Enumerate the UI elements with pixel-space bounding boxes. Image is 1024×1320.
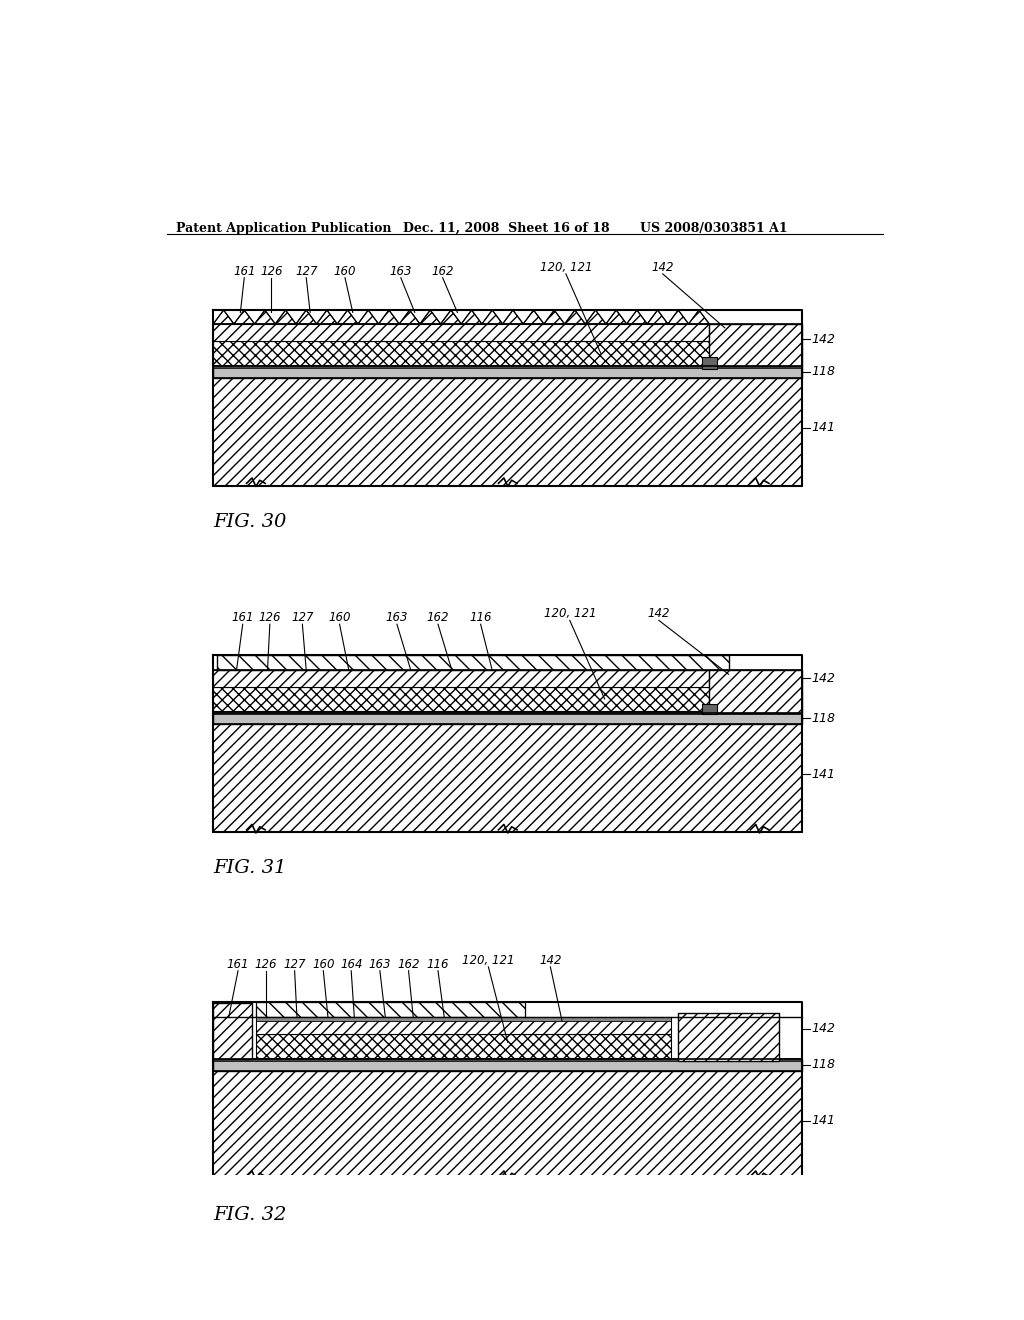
Bar	[213, 1003, 252, 1059]
Text: 142: 142	[812, 672, 836, 685]
Polygon shape	[503, 310, 523, 323]
Text: 120, 121: 120, 121	[462, 954, 515, 966]
Bar	[256, 1002, 525, 1016]
Bar	[217, 655, 729, 671]
Polygon shape	[296, 310, 316, 323]
Text: 160: 160	[329, 611, 351, 624]
Polygon shape	[275, 310, 296, 323]
Bar	[213, 367, 802, 378]
Bar	[710, 671, 802, 713]
Text: 141: 141	[812, 768, 836, 781]
Text: Patent Application Publication: Patent Application Publication	[176, 222, 391, 235]
Text: 116: 116	[469, 611, 492, 624]
Polygon shape	[440, 310, 461, 323]
Polygon shape	[482, 310, 503, 323]
Text: FIG. 31: FIG. 31	[213, 859, 287, 876]
Polygon shape	[358, 310, 379, 323]
Text: 118: 118	[812, 366, 836, 379]
Polygon shape	[586, 310, 606, 323]
Text: 163: 163	[369, 958, 391, 970]
Polygon shape	[255, 310, 275, 323]
Text: 141: 141	[812, 421, 836, 434]
Text: 161: 161	[226, 958, 249, 970]
Bar	[213, 671, 710, 688]
Bar	[710, 323, 802, 367]
Bar	[213, 323, 710, 341]
Text: FIG. 32: FIG. 32	[213, 1205, 287, 1224]
Bar	[701, 704, 717, 714]
Polygon shape	[627, 310, 647, 323]
Text: 163: 163	[386, 611, 409, 624]
Polygon shape	[379, 310, 399, 323]
Text: 126: 126	[255, 958, 278, 970]
Text: Dec. 11, 2008  Sheet 16 of 18: Dec. 11, 2008 Sheet 16 of 18	[403, 222, 609, 235]
Text: 127: 127	[284, 958, 306, 970]
Text: 141: 141	[812, 1114, 836, 1127]
Text: 126: 126	[260, 265, 283, 277]
Bar	[213, 725, 802, 832]
Polygon shape	[399, 310, 420, 323]
Text: 163: 163	[389, 265, 412, 277]
Bar	[213, 713, 802, 725]
Polygon shape	[337, 310, 358, 323]
Bar	[256, 1010, 442, 1016]
Bar	[213, 688, 710, 711]
Polygon shape	[461, 310, 482, 323]
Polygon shape	[233, 310, 255, 323]
Text: 127: 127	[291, 611, 313, 624]
Polygon shape	[647, 310, 668, 323]
Text: 162: 162	[427, 611, 450, 624]
Bar	[256, 1034, 671, 1057]
Bar	[213, 341, 710, 367]
Text: 142: 142	[539, 954, 561, 966]
Polygon shape	[213, 310, 233, 323]
Text: FIG. 30: FIG. 30	[213, 512, 287, 531]
Bar	[213, 378, 802, 486]
Text: 142: 142	[812, 1022, 836, 1035]
Text: 162: 162	[431, 265, 454, 277]
Text: 120, 121: 120, 121	[544, 607, 596, 620]
Polygon shape	[668, 310, 688, 323]
Text: 142: 142	[812, 333, 836, 346]
Bar	[256, 1016, 671, 1020]
Text: 161: 161	[231, 611, 254, 624]
Text: 120, 121: 120, 121	[540, 261, 592, 275]
Bar	[213, 1059, 802, 1071]
Polygon shape	[564, 310, 586, 323]
Text: 164: 164	[340, 958, 362, 970]
Bar	[213, 364, 802, 368]
Polygon shape	[316, 310, 337, 323]
Polygon shape	[523, 310, 544, 323]
Polygon shape	[544, 310, 564, 323]
Text: 142: 142	[651, 261, 674, 275]
Text: 142: 142	[647, 607, 670, 620]
Text: 160: 160	[312, 958, 335, 970]
Text: US 2008/0303851 A1: US 2008/0303851 A1	[640, 222, 787, 235]
Text: 160: 160	[334, 265, 356, 277]
Bar	[678, 1014, 779, 1061]
Polygon shape	[420, 310, 440, 323]
Text: 161: 161	[233, 265, 256, 277]
Polygon shape	[606, 310, 627, 323]
Text: 127: 127	[295, 265, 317, 277]
Bar	[701, 358, 717, 368]
Bar	[213, 711, 802, 714]
Text: 126: 126	[259, 611, 281, 624]
Bar	[256, 1016, 671, 1034]
Bar	[213, 1071, 802, 1179]
Bar	[213, 1057, 802, 1061]
Text: 116: 116	[427, 958, 450, 970]
Text: 118: 118	[812, 711, 836, 725]
Polygon shape	[688, 310, 710, 323]
Text: 162: 162	[397, 958, 420, 970]
Text: 118: 118	[812, 1059, 836, 1072]
